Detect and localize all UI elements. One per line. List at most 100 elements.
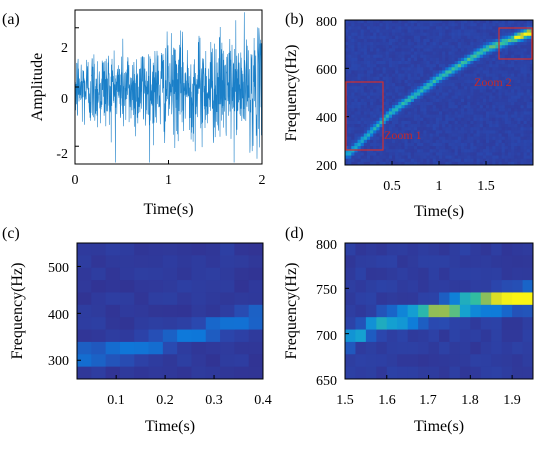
heatmap-cell <box>345 38 349 43</box>
heatmap-cell <box>385 149 390 153</box>
heatmap-cell <box>482 127 487 131</box>
heatmap-cell <box>523 127 528 131</box>
heatmap-cell <box>404 57 409 62</box>
heatmap-cell <box>420 92 424 97</box>
heatmap-cell <box>445 127 449 131</box>
heatmap-cell <box>514 149 518 153</box>
heatmap-cell <box>495 127 500 131</box>
heatmap-cell <box>379 57 384 62</box>
heatmap-cell <box>410 76 415 81</box>
heatmap-cell <box>495 57 500 62</box>
heatmap-cell <box>410 117 415 122</box>
heatmap-cell <box>435 120 440 125</box>
heatmap-cell <box>467 73 471 78</box>
heatmap-cell <box>451 111 456 116</box>
heatmap-cell <box>435 98 440 103</box>
heatmap-cell <box>501 292 513 306</box>
heatmap-cell <box>413 158 418 163</box>
heatmap-cell <box>529 152 533 157</box>
heatmap-cell <box>429 105 434 109</box>
heatmap-cell <box>376 95 381 100</box>
heatmap-cell <box>439 73 443 78</box>
heatmap-cell <box>501 79 506 84</box>
heatmap-cell <box>418 292 430 306</box>
heatmap-cell <box>365 243 377 256</box>
heatmap-cell <box>520 51 525 56</box>
heatmap-cell <box>354 64 359 68</box>
heatmap-cell <box>357 57 362 62</box>
heatmap-cell <box>523 124 528 128</box>
heatmap-cell <box>388 108 393 113</box>
heatmap-cell <box>432 152 437 157</box>
heatmap-cell <box>451 161 456 165</box>
heatmap-cell <box>417 120 421 125</box>
heatmap-cell <box>401 149 406 153</box>
heatmap-cell <box>413 67 418 72</box>
heatmap-cell <box>162 354 178 368</box>
heatmap-cell <box>348 29 352 34</box>
heatmap-cell <box>442 73 446 78</box>
heatmap-cell <box>470 73 475 78</box>
panel-a: 0 1 2 -2 0 2 Time(s) Amplitude <box>29 9 266 218</box>
heatmap-cell <box>134 267 150 281</box>
heatmap-cell <box>498 117 503 122</box>
heatmap-cell <box>386 341 398 355</box>
heatmap-cell <box>520 161 525 165</box>
heatmap-cell <box>439 67 443 72</box>
heatmap-cell <box>464 105 468 109</box>
heatmap-cell <box>407 45 412 49</box>
heatmap-cell <box>426 127 431 131</box>
heatmap-cell <box>370 76 374 81</box>
heatmap-cell <box>363 130 368 135</box>
heatmap-cell <box>522 366 533 379</box>
heatmap-cell <box>363 76 368 81</box>
heatmap-cell <box>520 127 525 131</box>
heatmap-cell <box>345 23 349 27</box>
heatmap-cell <box>407 32 412 37</box>
heatmap-cell <box>523 114 528 119</box>
heatmap-cell <box>479 70 484 75</box>
x-axis-label-b: Time(s) <box>414 203 464 220</box>
heatmap-cell <box>385 130 390 135</box>
heatmap-cell <box>495 60 500 65</box>
heatmap-cell <box>454 51 459 56</box>
heatmap-cell <box>523 158 528 163</box>
ticks-c <box>77 265 264 379</box>
heatmap-cell <box>501 255 513 269</box>
heatmap-cell <box>448 42 453 46</box>
heatmap-cell <box>470 101 475 106</box>
heatmap-cell <box>520 70 525 75</box>
heatmap-cell <box>507 86 512 90</box>
heatmap-cell <box>507 111 512 116</box>
heatmap-cell <box>480 243 492 256</box>
heatmap-cell <box>460 83 465 87</box>
heatmap-cell <box>348 48 352 53</box>
heatmap-cell <box>454 108 459 113</box>
heatmap-cell <box>134 292 150 306</box>
heatmap-cell <box>407 86 412 90</box>
heatmap-cell <box>473 101 478 106</box>
heatmap-cell <box>357 130 362 135</box>
heatmap-cell <box>392 130 396 135</box>
heatmap-cell <box>386 280 398 294</box>
heatmap-cell <box>451 149 456 153</box>
heatmap-cell <box>470 139 475 144</box>
heatmap-cell <box>529 108 533 113</box>
heatmap-cell <box>514 161 518 165</box>
heatmap-cell <box>470 92 475 97</box>
y-tick-label: 200 <box>316 159 337 174</box>
heatmap-cell <box>370 38 374 43</box>
heatmap-cell <box>398 117 402 122</box>
heatmap-cell <box>448 70 453 75</box>
heatmap-cell <box>507 108 512 113</box>
heatmap-cell <box>523 146 528 150</box>
heatmap-cell <box>507 48 512 53</box>
heatmap-cell <box>395 127 399 131</box>
heatmap-cell <box>501 139 506 144</box>
heatmap-cell <box>351 133 355 138</box>
heatmap-cell <box>480 267 492 281</box>
heatmap-cell <box>432 155 437 160</box>
heatmap-cell <box>526 146 531 150</box>
heatmap-cell <box>511 73 515 78</box>
heatmap-cell <box>511 136 515 141</box>
